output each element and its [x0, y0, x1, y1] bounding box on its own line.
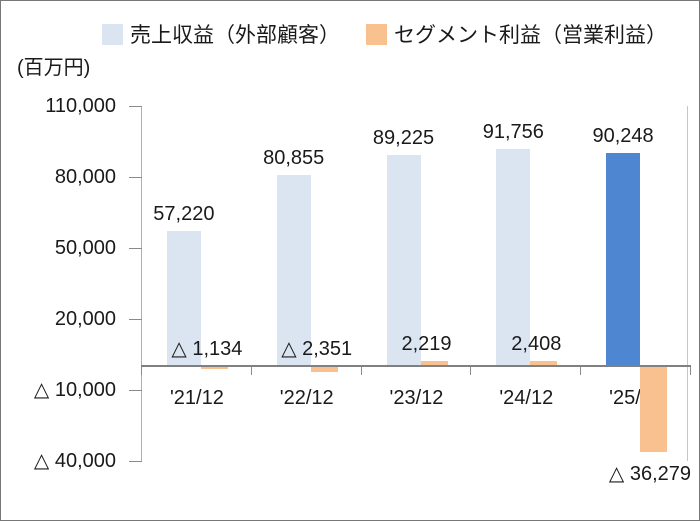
y-axis-tick-label: 50,000: [54, 237, 116, 259]
x-axis-category-label: '24/12: [499, 387, 554, 409]
x-axis-tick: [141, 367, 142, 376]
y-axis-tick-label: 110,000: [45, 95, 116, 117]
chart-legend: 売上収益（外部顧客） セグメント利益（営業利益）: [102, 19, 667, 49]
x-axis-tick: [470, 367, 472, 376]
x-axis-tick: [580, 367, 582, 376]
revenue-bar: [386, 155, 421, 367]
segment-profit-bar: [530, 360, 558, 367]
revenue-value-label: 90,248: [592, 124, 654, 147]
segment-profit-bar: [640, 366, 668, 453]
x-axis-tick: [360, 367, 362, 376]
revenue-bar: [606, 152, 641, 367]
segment-profit-value-label: 2,408: [511, 332, 562, 355]
segment-profit-value-label: △ 1,134: [171, 338, 243, 361]
x-axis-category-label: '25/12: [609, 387, 664, 409]
revenue-bar: [276, 175, 311, 367]
legend-item-segment-profit: セグメント利益（営業利益）: [366, 19, 667, 49]
revenue-bar: [166, 230, 201, 367]
y-axis-tick-label: 20,000: [54, 308, 116, 330]
revenue-value-label: 57,220: [153, 202, 215, 225]
segment-profit-value-label: 2,219: [401, 333, 452, 356]
y-axis-tick-label: △ 10,000: [33, 379, 116, 401]
axis-unit-label: (百万円): [17, 57, 91, 79]
y-axis-tick: [129, 177, 142, 178]
revenue-bar: [496, 149, 531, 367]
revenue-legend-label: 売上収益（外部顧客）: [130, 24, 340, 47]
x-axis-category-label: '22/12: [279, 387, 334, 409]
segment-profit-bar: [200, 366, 228, 369]
x-axis-tick: [690, 367, 691, 376]
segment-profit-value-label: △ 36,279: [608, 463, 691, 486]
segment-profit-bar: [420, 361, 448, 367]
revenue-value-label: 80,855: [263, 147, 325, 169]
segment-profit-bar: [310, 366, 338, 372]
y-axis-tick-label: 80,000: [54, 166, 116, 188]
revenue-value-label: 91,756: [482, 121, 544, 144]
y-axis-tick: [129, 319, 142, 320]
segment-profit-legend-label: セグメント利益（営業利益）: [394, 24, 667, 47]
y-axis-tick: [129, 106, 142, 107]
segment-profit-legend-swatch: [366, 23, 387, 45]
y-axis-line: [141, 106, 142, 461]
x-axis-tick: [250, 367, 252, 376]
y-axis-tick: [129, 248, 142, 249]
zero-axis-line: [141, 365, 691, 368]
x-axis-category-label: '23/12: [389, 387, 444, 409]
legend-item-revenue: 売上収益（外部顧客）: [102, 19, 340, 49]
segment-profit-value-label: △ 2,351: [281, 338, 353, 361]
x-axis-category-label: '21/12: [169, 387, 224, 409]
revenue-legend-swatch: [102, 23, 123, 45]
revenue-value-label: 89,225: [372, 127, 435, 150]
y-axis-tick-label: △ 40,000: [33, 450, 116, 472]
y-axis-tick: [129, 390, 142, 391]
plot-right-border: [687, 106, 688, 461]
y-axis-tick: [129, 461, 142, 462]
